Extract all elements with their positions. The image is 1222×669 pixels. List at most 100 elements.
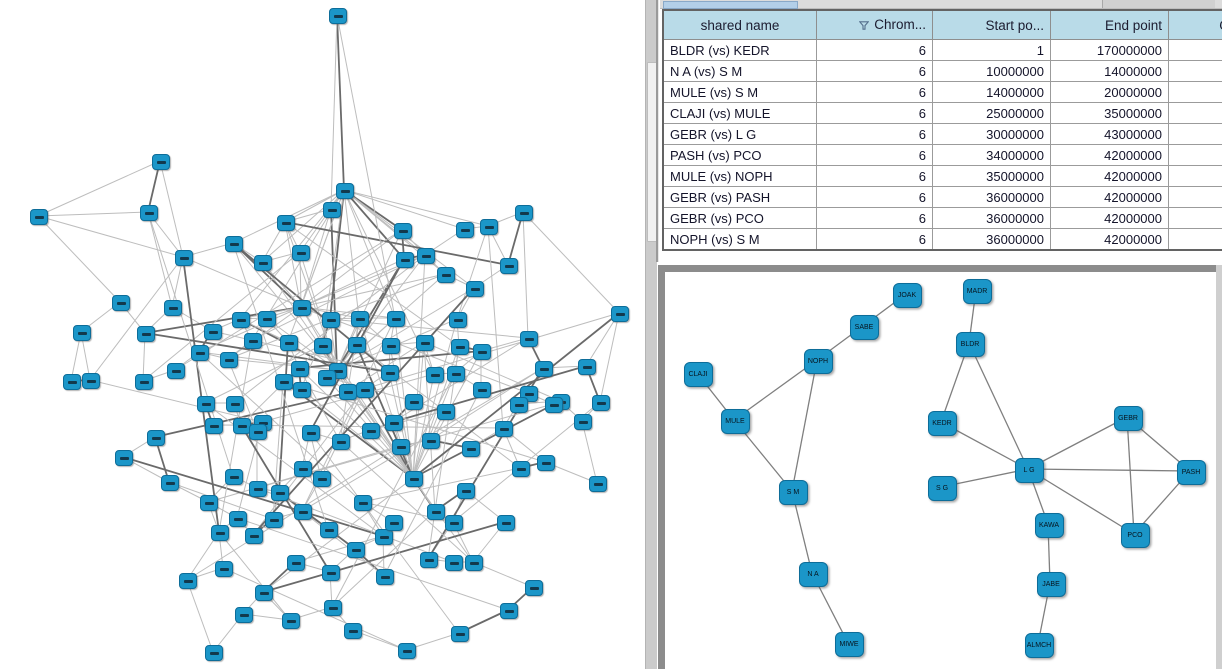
table-cell[interactable]: N A (vs) S M — [662, 60, 817, 82]
network-node[interactable] — [205, 418, 223, 434]
network-node[interactable] — [226, 396, 244, 412]
network-node[interactable] — [396, 252, 414, 268]
network-node[interactable] — [578, 359, 596, 375]
network-node[interactable] — [574, 414, 592, 430]
table-cell[interactable]: 5.9 — [1168, 102, 1222, 124]
network-node[interactable] — [515, 205, 533, 221]
table-row[interactable]: BLDR (vs) KEDR61170000000192.0 — [662, 39, 1222, 61]
table-cell[interactable]: 35000000 — [1050, 102, 1169, 124]
table-cell[interactable]: 10.5 — [1168, 165, 1222, 187]
network-node[interactable] — [611, 306, 629, 322]
network-node-claji[interactable]: CLAJI — [683, 361, 713, 387]
table-cell[interactable]: GEBR (vs) PCO — [662, 207, 817, 229]
table-cell[interactable]: 6 — [816, 165, 933, 187]
network-node-kedr[interactable]: KEDR — [927, 410, 957, 436]
network-node[interactable] — [314, 338, 332, 354]
network-node[interactable] — [525, 580, 543, 596]
table-cell[interactable]: 6 — [816, 102, 933, 124]
network-node-lg[interactable]: L G — [1014, 457, 1044, 483]
network-node[interactable] — [249, 481, 267, 497]
network-node[interactable] — [191, 345, 209, 361]
horizontal-scrollbar[interactable] — [660, 0, 1222, 9]
network-node[interactable] — [318, 370, 336, 386]
network-node[interactable] — [324, 600, 342, 616]
network-node[interactable] — [392, 439, 410, 455]
network-node[interactable] — [249, 424, 267, 440]
network-node[interactable] — [175, 250, 193, 266]
network-node-gebr[interactable]: GEBR — [1113, 405, 1143, 431]
network-node[interactable] — [537, 455, 555, 471]
table-cell[interactable]: 8.9 — [1168, 186, 1222, 208]
network-node[interactable] — [275, 374, 293, 390]
table-row[interactable]: PASH (vs) PCO6340000004200000011.4 — [662, 144, 1222, 166]
table-cell[interactable]: 36000000 — [932, 228, 1051, 251]
network-node[interactable] — [416, 335, 434, 351]
network-node[interactable] — [30, 209, 48, 225]
network-node-na[interactable]: N A — [798, 561, 828, 587]
table-row[interactable]: MULE (vs) S M614000000200000007.5 — [662, 81, 1222, 103]
network-node[interactable] — [535, 361, 553, 377]
table-cell[interactable]: 16.9 — [1168, 123, 1222, 145]
table-cell[interactable]: 30000000 — [932, 123, 1051, 145]
network-node[interactable] — [137, 326, 155, 342]
network-node[interactable] — [437, 267, 455, 283]
network-node[interactable] — [520, 331, 538, 347]
network-node[interactable] — [351, 311, 369, 327]
network-node[interactable] — [135, 374, 153, 390]
network-node-almch[interactable]: ALMCH — [1024, 632, 1054, 658]
network-node[interactable] — [258, 311, 276, 327]
network-node-noph[interactable]: NOPH — [803, 348, 833, 374]
network-node[interactable] — [332, 434, 350, 450]
table-row[interactable]: GEBR (vs) PASH636000000420000008.9 — [662, 186, 1222, 208]
network-node[interactable] — [466, 281, 484, 297]
network-node[interactable] — [82, 373, 100, 389]
network-node[interactable] — [282, 613, 300, 629]
network-node[interactable] — [254, 255, 272, 271]
network-node[interactable] — [465, 555, 483, 571]
table-cell[interactable]: 35000000 — [932, 165, 1051, 187]
network-node[interactable] — [225, 469, 243, 485]
network-node[interactable] — [592, 395, 610, 411]
network-node[interactable] — [445, 515, 463, 531]
network-node[interactable] — [322, 312, 340, 328]
table-row[interactable]: GEBR (vs) PCO636000000420000008.4 — [662, 207, 1222, 229]
network-node-pco[interactable]: PCO — [1120, 522, 1150, 548]
network-node[interactable] — [255, 585, 273, 601]
table-cell[interactable]: PASH (vs) PCO — [662, 144, 817, 166]
network-node[interactable] — [265, 512, 283, 528]
filter-funnel-icon[interactable] — [858, 18, 870, 33]
network-node[interactable] — [164, 300, 182, 316]
network-node[interactable] — [449, 312, 467, 328]
network-node[interactable] — [385, 415, 403, 431]
network-node[interactable] — [211, 525, 229, 541]
network-node[interactable] — [589, 476, 607, 492]
network-node[interactable] — [500, 603, 518, 619]
network-node-kawa[interactable]: KAWA — [1034, 512, 1064, 538]
network-node[interactable] — [293, 382, 311, 398]
table-cell[interactable]: 170000000 — [1050, 39, 1169, 61]
network-node[interactable] — [322, 565, 340, 581]
network-node[interactable] — [112, 295, 130, 311]
table-cell[interactable]: 10000000 — [932, 60, 1051, 82]
network-node[interactable] — [291, 361, 309, 377]
network-node[interactable] — [473, 344, 491, 360]
table-cell[interactable]: 1 — [932, 39, 1051, 61]
network-node[interactable] — [293, 300, 311, 316]
network-node[interactable] — [398, 643, 416, 659]
table-row[interactable]: MULE (vs) NOPH6350000004200000010.5 — [662, 165, 1222, 187]
network-node-madr[interactable]: MADR — [962, 278, 992, 304]
network-node[interactable] — [271, 485, 289, 501]
table-cell[interactable]: 42000000 — [1050, 207, 1169, 229]
network-node[interactable] — [292, 245, 310, 261]
network-node[interactable] — [500, 258, 518, 274]
network-node[interactable] — [161, 475, 179, 491]
network-node[interactable] — [385, 515, 403, 531]
network-node[interactable] — [447, 366, 465, 382]
network-node[interactable] — [179, 573, 197, 589]
table-cell[interactable]: 36000000 — [932, 207, 1051, 229]
network-node[interactable] — [405, 471, 423, 487]
network-node[interactable] — [244, 333, 262, 349]
network-node[interactable] — [382, 338, 400, 354]
network-node[interactable] — [235, 607, 253, 623]
network-node[interactable] — [294, 461, 312, 477]
